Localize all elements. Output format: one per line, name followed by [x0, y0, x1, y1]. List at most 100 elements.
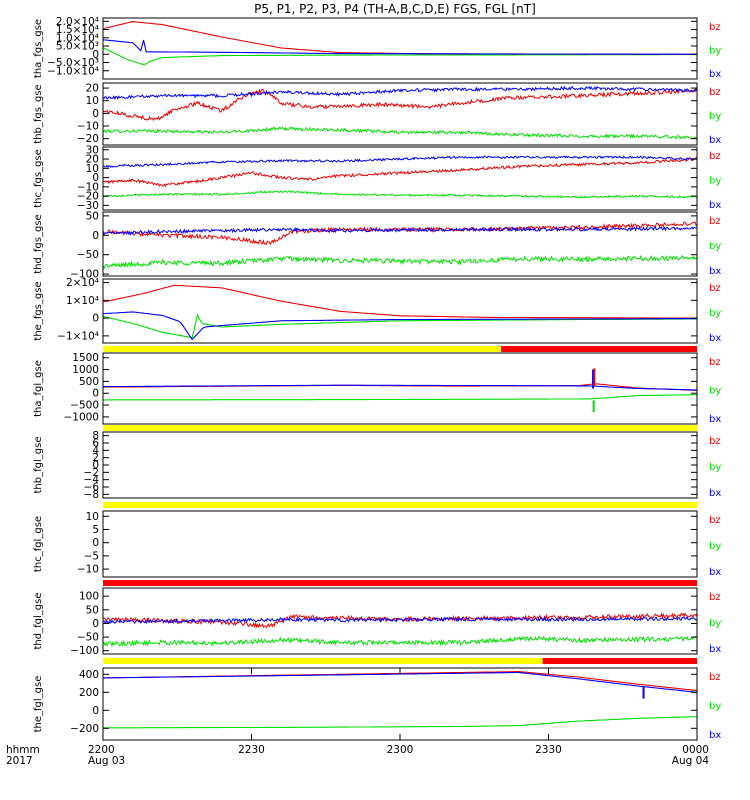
y-tick-label: −30	[77, 200, 99, 212]
legend-by: by	[709, 462, 721, 473]
panel-5: 2×10⁴ 1×10⁴ 0 −1×10⁴ the_fgs_gse bz by bx	[33, 277, 721, 344]
panel-frame	[102, 211, 698, 277]
series-bx-line	[102, 311, 698, 341]
y-tick-label: −10	[77, 181, 99, 193]
legend-by: by	[709, 46, 721, 57]
series-by-line	[103, 394, 697, 401]
y-axis-label: thb_fgl_gse	[33, 437, 44, 494]
panel-frame	[102, 510, 698, 578]
legend-bx: bx	[709, 414, 721, 425]
status-bar	[103, 580, 697, 586]
legend-by: by	[709, 176, 721, 187]
panel-frame	[102, 587, 698, 655]
panel-4: 50 0 −50 −100 thd_fgs_gse bz by bx	[33, 210, 721, 280]
legend-bx: bx	[709, 644, 721, 655]
y-tick-label: 0	[92, 537, 99, 549]
y-tick-label: −20	[77, 133, 99, 145]
x-tick-label: 2230	[238, 744, 265, 756]
series-bx-line	[102, 616, 697, 625]
legend-by: by	[709, 618, 721, 629]
x-tick-label: 2330	[535, 744, 562, 756]
x-tick-label: 0000	[682, 744, 709, 756]
y-tick-label: −1000	[63, 411, 99, 423]
status-bar-red	[500, 346, 697, 352]
y-tick-label: 20	[86, 83, 99, 95]
legend-by: by	[709, 541, 721, 552]
legend-bx: bx	[709, 69, 721, 80]
y-tick-label: 10	[86, 95, 99, 107]
y-tick-label: 30	[86, 144, 99, 156]
y-tick-label: −100	[70, 645, 99, 657]
y-tick-label: −100	[70, 269, 99, 281]
y-tick-label: 0	[92, 313, 99, 325]
y-tick-label: 50	[86, 604, 99, 616]
y-tick-label: −10	[77, 564, 99, 576]
y-tick-label: 20	[86, 154, 99, 166]
legend-by: by	[709, 308, 721, 319]
x-tick-date: Aug 04	[672, 755, 710, 767]
legend-bx: bx	[709, 200, 721, 211]
series-bz-line	[102, 284, 697, 319]
y-tick-label: 100	[79, 591, 99, 603]
legend-bz: bz	[709, 216, 721, 227]
y-tick-label: 5	[92, 524, 99, 536]
y-tick-label: −5	[84, 550, 99, 562]
y-tick-label: −8	[84, 489, 99, 501]
y-tick-label: 50	[86, 210, 99, 222]
y-tick-label: −5.0×10³	[47, 57, 99, 69]
y-tick-label: 10	[86, 511, 99, 523]
y-tick-label: 1000	[72, 364, 99, 376]
y-axis-label: thd_fgl_gse	[33, 593, 44, 650]
y-tick-label: 8	[92, 430, 99, 442]
y-tick-label: 10	[86, 163, 99, 175]
y-axis-label: tha_fgl_gse	[33, 360, 44, 417]
panel-frame	[102, 82, 698, 146]
y-tick-label: 0	[92, 108, 99, 120]
y-axis-label: tha_fgs_gse	[33, 19, 44, 78]
y-tick-label: 2×10⁴	[66, 277, 99, 289]
y-tick-label: 2.0×10⁴	[56, 16, 99, 28]
legend-bz: bz	[709, 436, 721, 447]
legend-by: by	[709, 386, 721, 397]
y-tick-label: 0	[92, 705, 99, 717]
series-by-line	[102, 254, 698, 270]
status-bars	[103, 346, 697, 664]
series-by-line	[102, 190, 698, 199]
panel-frame	[102, 431, 698, 499]
y-tick-label: −50	[77, 249, 99, 261]
y-tick-label: −10	[77, 121, 99, 133]
y-tick-label: 0	[92, 172, 99, 184]
series-bx-line	[103, 384, 697, 391]
series-bx-line	[102, 85, 698, 101]
legend-by: by	[709, 111, 721, 122]
x-tick-label: 2300	[387, 744, 414, 756]
status-bar-yellow	[103, 346, 501, 352]
panel-frame	[102, 146, 698, 211]
y-axis-label: thd_fgs_gse	[33, 214, 44, 273]
y-tick-label: −20	[77, 191, 99, 203]
year-label: 2017	[6, 755, 33, 767]
y-tick-label: 6	[92, 438, 99, 450]
series-bx-line	[102, 39, 697, 55]
x-tick-label: 2200	[88, 744, 115, 756]
y-tick-label: 0	[92, 49, 99, 61]
y-axis-label: the_fgs_gse	[33, 281, 44, 340]
y-tick-label: 500	[79, 376, 99, 388]
y-tick-label: 0	[92, 460, 99, 472]
series-bx-line	[103, 671, 698, 693]
y-tick-label: −1×10⁴	[57, 330, 99, 342]
series-bz-line	[102, 221, 698, 246]
y-tick-label: 1.0×10⁴	[56, 32, 99, 44]
series-by-line	[102, 126, 698, 140]
status-bar	[103, 658, 697, 664]
status-bar	[103, 502, 697, 508]
legend-bz: bz	[709, 357, 721, 368]
legend-by: by	[709, 701, 721, 712]
panel-frame	[102, 667, 698, 741]
